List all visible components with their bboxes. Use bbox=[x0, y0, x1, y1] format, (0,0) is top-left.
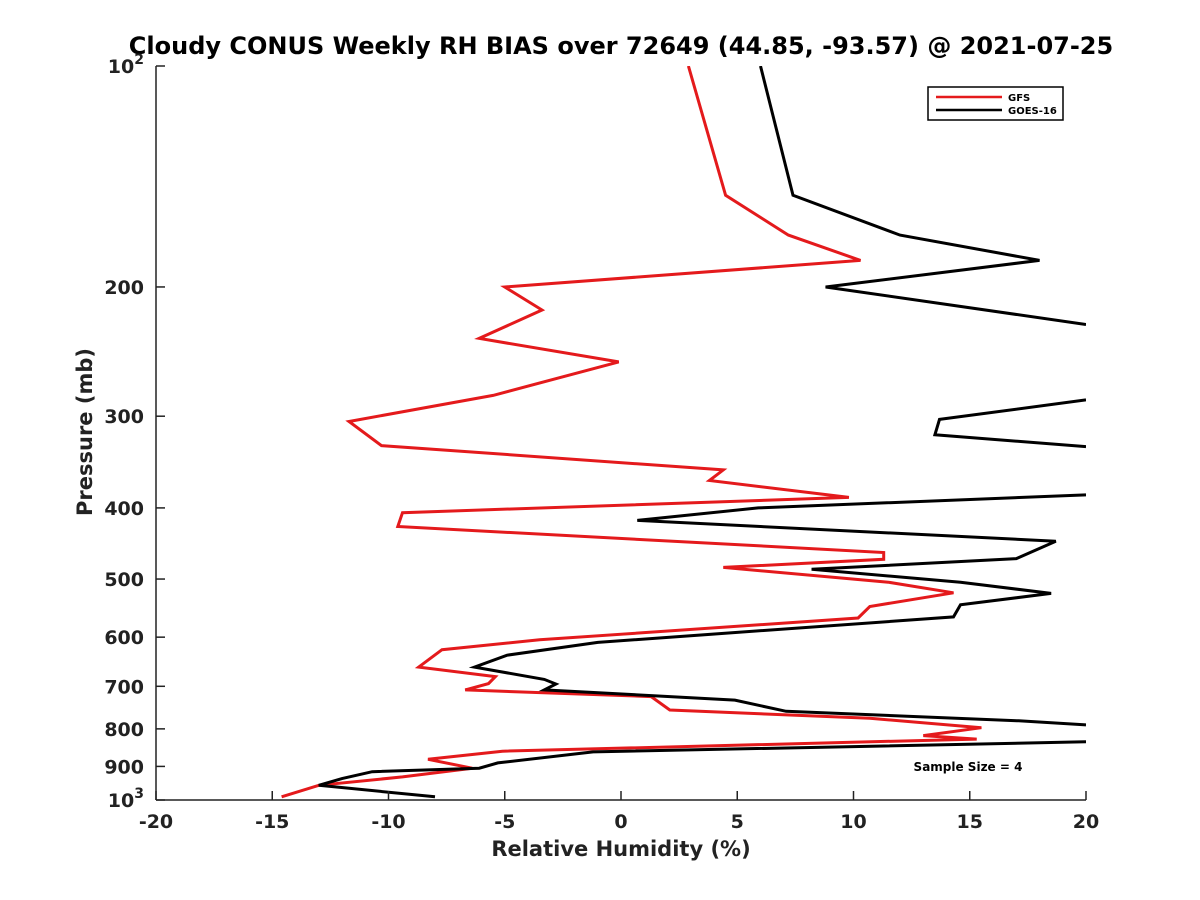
y-tick-label: 600 bbox=[104, 627, 144, 649]
y-tick-label: 900 bbox=[104, 756, 144, 778]
legend-box bbox=[927, 86, 1064, 121]
y-tick-label: 500 bbox=[104, 569, 144, 591]
x-tick-label: 15 bbox=[957, 811, 983, 833]
plot-lines bbox=[281, 66, 1086, 799]
y-axis-label: Pressure (mb) bbox=[73, 348, 97, 516]
series-line-gfs bbox=[281, 66, 982, 799]
legend-label: GOES-16 bbox=[1008, 106, 1057, 117]
y-tick-label: 800 bbox=[104, 719, 144, 741]
x-tick-label: -10 bbox=[371, 811, 405, 833]
x-tick-label: 0 bbox=[614, 811, 627, 833]
legend-label: GFS bbox=[1008, 93, 1030, 104]
y-tick-label: 200 bbox=[104, 277, 144, 299]
series-line-goes-16 bbox=[318, 66, 1086, 799]
y-tick-label: 400 bbox=[104, 498, 144, 520]
y-tick-label: 102 bbox=[108, 52, 144, 78]
x-tick-label: -20 bbox=[139, 811, 173, 833]
x-tick-label: 20 bbox=[1073, 811, 1099, 833]
x-tick-label: -15 bbox=[255, 811, 289, 833]
x-axis-label: Relative Humidity (%) bbox=[491, 837, 750, 861]
y-tick-label: 700 bbox=[104, 676, 144, 698]
y-tick-label: 300 bbox=[104, 406, 144, 428]
x-tick-label: -5 bbox=[494, 811, 515, 833]
x-tick-label: 5 bbox=[731, 811, 744, 833]
legend: GFS GOES-16 bbox=[927, 86, 1064, 121]
x-tick-label: 10 bbox=[840, 811, 866, 833]
chart-title: Cloudy CONUS Weekly RH BIAS over 72649 (… bbox=[129, 32, 1113, 60]
axes: -20 -15 -10 -5 0 5 10 15 20 102 200 300 400 500 600 700… bbox=[104, 52, 1099, 833]
y-tick-label: 103 bbox=[108, 786, 144, 812]
sample-size-annotation: Sample Size = 4 bbox=[914, 760, 1023, 774]
